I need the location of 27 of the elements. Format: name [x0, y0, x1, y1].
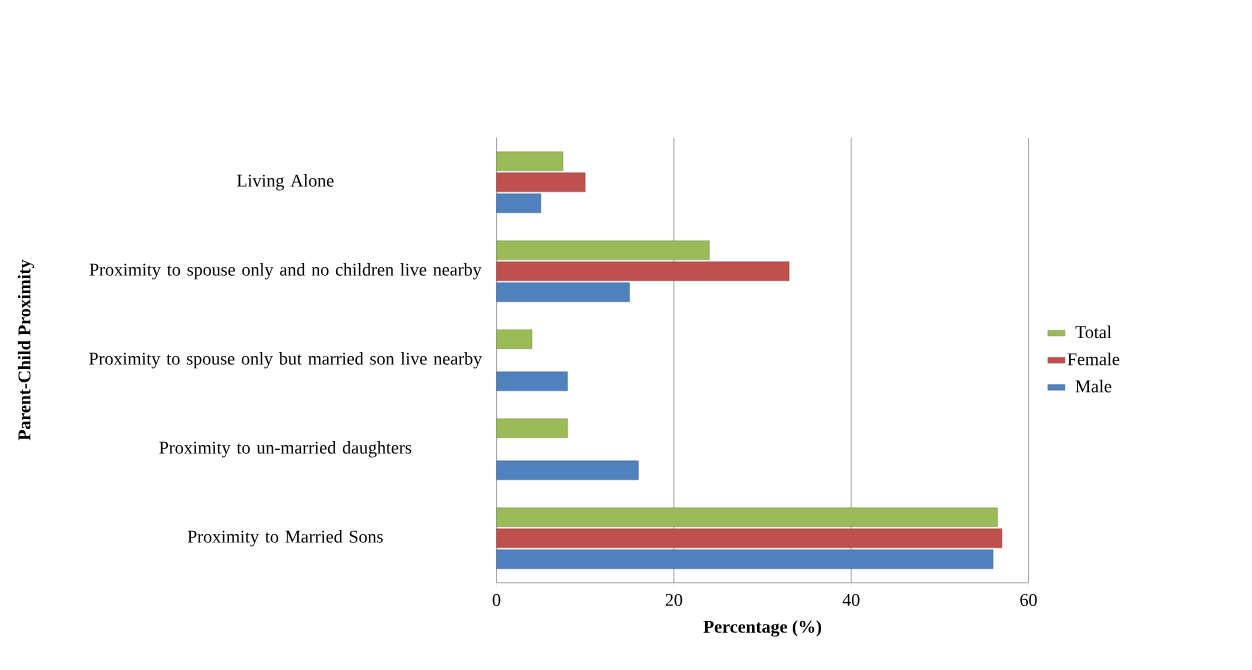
y-tick-label: Proximity to Married Sons: [187, 530, 383, 547]
legend-label: Male: [1075, 379, 1112, 393]
bar: [496, 329, 533, 349]
legend-label: Total: [1075, 325, 1112, 339]
bar: [496, 460, 639, 480]
bar: [496, 507, 998, 527]
bar: [496, 418, 568, 438]
y-tick-label: Proximity to spouse only and no children live nearby: [89, 263, 482, 280]
y-tick-label: Proximity to un-married daughters: [159, 441, 412, 458]
bar: [496, 528, 1003, 548]
x-tick-label: 40: [842, 593, 860, 607]
bar: [496, 240, 710, 260]
y-tick-label: Proximity to spouse only but married son live nearby: [89, 352, 483, 369]
bar: [496, 172, 586, 192]
x-tick-label: 0: [492, 593, 501, 607]
bar: [496, 282, 630, 302]
x-tick-label: 20: [665, 593, 683, 607]
x-axis-title: Percentage (%): [703, 620, 822, 637]
bar: [496, 371, 568, 391]
y-axis-title: Parent-Child Proximity: [17, 259, 35, 441]
bar: [496, 261, 790, 281]
legend-label: Female: [1067, 352, 1120, 366]
x-tick-label: 60: [1020, 593, 1037, 607]
y-tick-label: Living Alone: [237, 174, 334, 191]
bar: [496, 549, 994, 569]
bar: [496, 151, 564, 171]
bar: [496, 193, 542, 213]
